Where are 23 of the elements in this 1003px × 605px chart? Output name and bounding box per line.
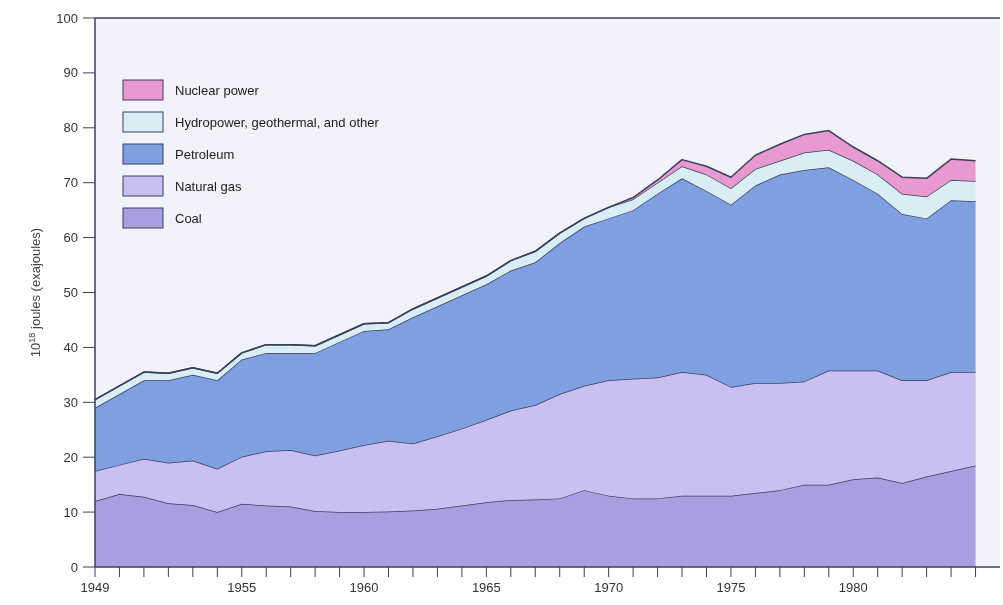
legend-label: Nuclear power bbox=[175, 82, 260, 98]
legend-label: Natural gas bbox=[175, 178, 242, 194]
legend-label: Petroleum bbox=[175, 146, 235, 162]
y-tick-label: 40 bbox=[63, 339, 78, 355]
x-tick-label: 1949 bbox=[80, 580, 110, 595]
x-tick-label: 1970 bbox=[594, 580, 624, 595]
y-tick-label: 100 bbox=[56, 10, 78, 26]
x-tick-label: 1955 bbox=[227, 580, 257, 595]
y-tick-label: 60 bbox=[63, 230, 78, 246]
y-tick-label: 80 bbox=[63, 120, 78, 136]
y-tick-label: 10 bbox=[63, 504, 78, 520]
x-tick-label: 1980 bbox=[838, 580, 868, 595]
y-tick-label: 0 bbox=[70, 559, 78, 575]
x-tick-label: 1960 bbox=[349, 580, 379, 595]
y-tick-label: 50 bbox=[63, 285, 78, 301]
y-tick-label: 90 bbox=[63, 65, 78, 81]
legend-label: Coal bbox=[175, 210, 202, 226]
y-tick-label: 20 bbox=[63, 449, 78, 465]
x-tick-label: 1975 bbox=[716, 580, 746, 595]
y-tick-label: 70 bbox=[63, 175, 78, 191]
y-tick-label: 30 bbox=[63, 394, 78, 410]
x-tick-label: 1965 bbox=[471, 580, 501, 595]
legend-label: Hydropower, geothermal, and other bbox=[175, 114, 380, 130]
